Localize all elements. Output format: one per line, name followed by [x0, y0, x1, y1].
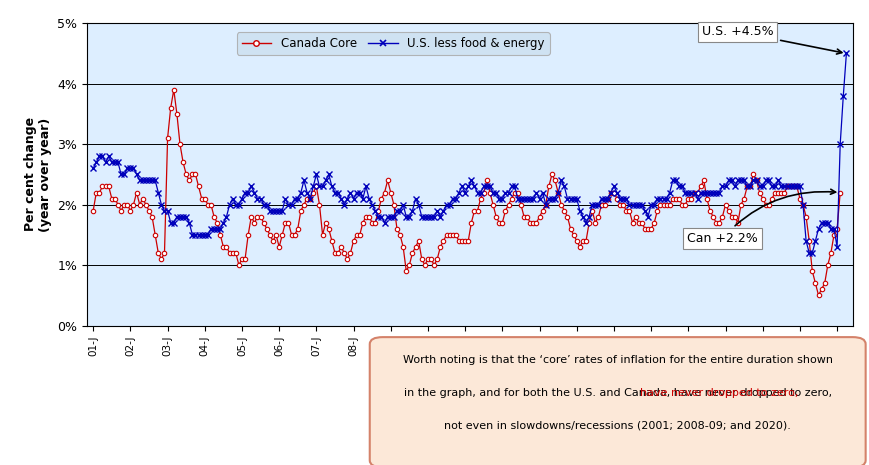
Canada Core [488, 202, 498, 207]
U.S. less food & energy [713, 190, 724, 195]
X-axis label: Year and month: Year and month [414, 361, 525, 374]
Canada Core [834, 190, 845, 195]
Canada Core [813, 292, 823, 298]
U.S. less food & energy [413, 202, 423, 207]
Canada Core [357, 220, 368, 226]
Text: Can +2.2%: Can +2.2% [687, 189, 834, 245]
Canada Core [88, 208, 98, 213]
Text: not even in slowdowns/recessions (2001; 2008-09; and 2020).: not even in slowdowns/recessions (2001; … [444, 420, 790, 431]
Legend: Canada Core, U.S. less food & energy: Canada Core, U.S. less food & energy [236, 32, 549, 54]
Canada Core [512, 190, 522, 195]
Text: Worth noting is that the ‘core’ rates of inflation for the entire duration shown: Worth noting is that the ‘core’ rates of… [402, 355, 832, 365]
Canada Core [587, 208, 597, 213]
U.S. less food & energy [840, 51, 851, 56]
U.S. less food & energy [88, 166, 98, 171]
Text: have never dropped to zero,: have never dropped to zero, [436, 388, 798, 398]
U.S. less food & energy [395, 208, 405, 213]
U.S. less food & energy [803, 250, 813, 256]
U.S. less food & energy [630, 202, 640, 207]
Canada Core [478, 190, 488, 195]
Text: U.S. +4.5%: U.S. +4.5% [701, 26, 841, 54]
U.S. less food & energy [720, 184, 730, 189]
Text: in the graph, and for both the U.S. and Canada, have never dropped to zero,: in the graph, and for both the U.S. and … [403, 388, 831, 398]
Y-axis label: Per cent change
(year over year): Per cent change (year over year) [23, 117, 51, 232]
Canada Core [169, 87, 179, 93]
Line: U.S. less food & energy: U.S. less food & energy [90, 51, 848, 256]
Line: Canada Core: Canada Core [91, 87, 841, 298]
U.S. less food & energy [686, 190, 696, 195]
Canada Core [113, 202, 123, 207]
